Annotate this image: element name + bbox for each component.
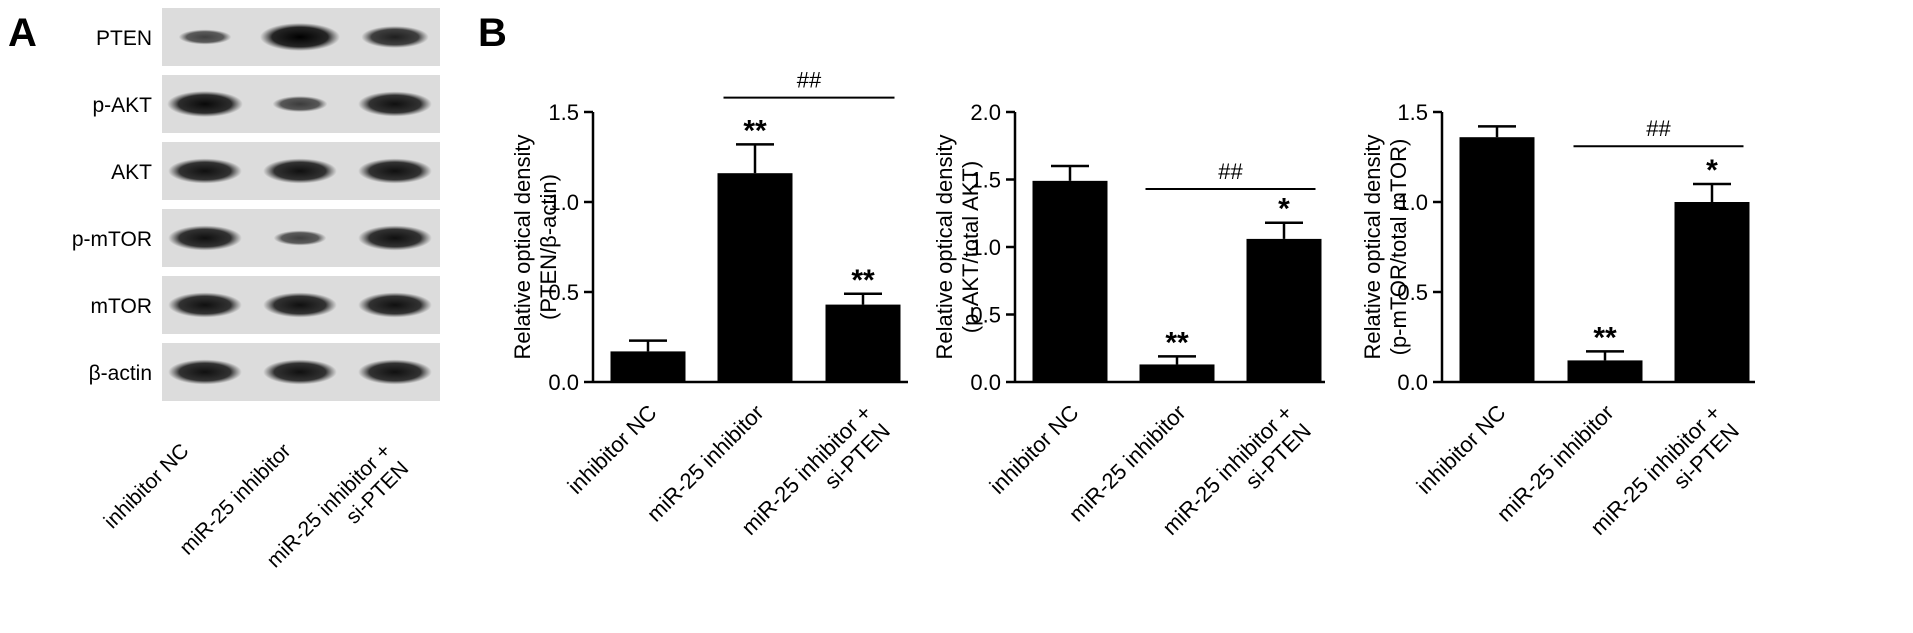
y-tick-label: 2.0 (970, 100, 1001, 125)
protein-label: mTOR (91, 295, 152, 318)
blot-band (260, 23, 340, 51)
blot-band (263, 158, 337, 184)
y-tick-label: 0.0 (548, 370, 579, 395)
blot-band (358, 158, 432, 184)
y-tick-label: 0.5 (1397, 280, 1428, 305)
y-tick-label: 0.0 (970, 370, 1001, 395)
y-tick-label: 0.5 (548, 280, 579, 305)
y-tick-label: 1.0 (970, 235, 1001, 260)
y-axis-label-line: Relative optical density (510, 134, 535, 359)
y-tick-label: 1.5 (1397, 100, 1428, 125)
x-tick-label-line: inhibitor NC (563, 400, 662, 499)
y-axis-label: Relative optical density(p-AKT/total AKT… (932, 134, 983, 359)
significance-marker: ** (1593, 321, 1617, 354)
y-axis-label-line: Relative optical density (932, 134, 957, 359)
y-tick-label: 1.5 (970, 168, 1001, 193)
y-tick-label: 0.5 (970, 303, 1001, 328)
y-axis-label-line: (PTEN/β-actin) (536, 174, 561, 320)
x-tick-label: inhibitor NC (563, 400, 662, 499)
y-axis-label-line: Relative optical density (1360, 134, 1385, 359)
blot-band (358, 91, 432, 117)
x-tick-label: inhibitor NC (1412, 400, 1511, 499)
bar (1567, 360, 1643, 382)
y-axis-label: Relative optical density(p-mTOR/total mT… (1360, 134, 1411, 359)
y-axis-label-line: (p-AKT/total AKT) (958, 161, 983, 333)
comparison-label: ## (1218, 159, 1243, 184)
y-axis-label: Relative optical density(PTEN/β-actin) (510, 134, 561, 359)
x-tick-label: inhibitor NC (985, 400, 1084, 499)
bar (825, 304, 901, 382)
protein-label: PTEN (96, 27, 152, 50)
blot-band (178, 29, 232, 45)
blot-band (358, 292, 432, 318)
blot-band (358, 225, 432, 251)
protein-label: β-actin (89, 362, 152, 385)
blot-band (168, 225, 242, 251)
significance-marker: ** (1165, 326, 1189, 359)
blot-band (168, 158, 242, 184)
lane-label: inhibitor NC (100, 439, 194, 533)
significance-marker: ** (743, 114, 767, 147)
protein-label: p-AKT (92, 94, 152, 117)
panel-label-b: B (478, 11, 507, 55)
blot-band (272, 96, 328, 112)
blot-band (358, 359, 432, 385)
bar (1139, 364, 1215, 382)
panel-label-a: A (8, 11, 37, 55)
lane-label-line: inhibitor NC (100, 439, 194, 533)
bar-chart-3: 0.0 0.5 1.0 1.5 Relative optical density(p-m… (1360, 100, 1755, 540)
bar (610, 351, 686, 382)
bar (1674, 202, 1750, 382)
blot-band (168, 292, 242, 318)
protein-label: p-mTOR (72, 228, 152, 251)
bar (1459, 137, 1535, 382)
blot-band (167, 91, 243, 117)
blot-band (168, 359, 242, 385)
y-axis-label-line: (p-mTOR/total mTOR) (1386, 139, 1411, 356)
blot-band (263, 359, 337, 385)
y-tick-label: 1.0 (548, 190, 579, 215)
protein-label: AKT (111, 161, 152, 184)
x-tick-label-line: inhibitor NC (1412, 400, 1511, 499)
blot-band (263, 292, 337, 318)
y-tick-label: 0.0 (1397, 370, 1428, 395)
bar-chart-2: 0.0 0.5 1.0 1.5 2.0 Relative optical density(… (932, 100, 1325, 540)
western-blot: PTEN p-AKT AKT p-mTOR mTOR β-actin inhibitor N… (72, 8, 440, 572)
y-tick-label: 1.5 (548, 100, 579, 125)
x-tick-label: miR-25 inhibitor (642, 400, 769, 527)
significance-marker: ** (851, 264, 875, 297)
significance-marker: * (1706, 154, 1718, 187)
comparison-label: ## (1646, 116, 1671, 141)
bar (1032, 180, 1108, 382)
x-tick-label-line: inhibitor NC (985, 400, 1084, 499)
blot-band (273, 230, 327, 246)
comparison-label: ## (797, 68, 822, 93)
bar (1246, 238, 1322, 382)
x-tick-label-line: miR-25 inhibitor (642, 400, 769, 527)
bar-chart-1: 0.0 0.5 1.0 1.5 Relative optical density(PTE… (510, 68, 908, 540)
blot-band (361, 26, 429, 48)
bar (717, 173, 793, 382)
y-tick-label: 1.0 (1397, 190, 1428, 215)
significance-marker: * (1278, 193, 1290, 226)
